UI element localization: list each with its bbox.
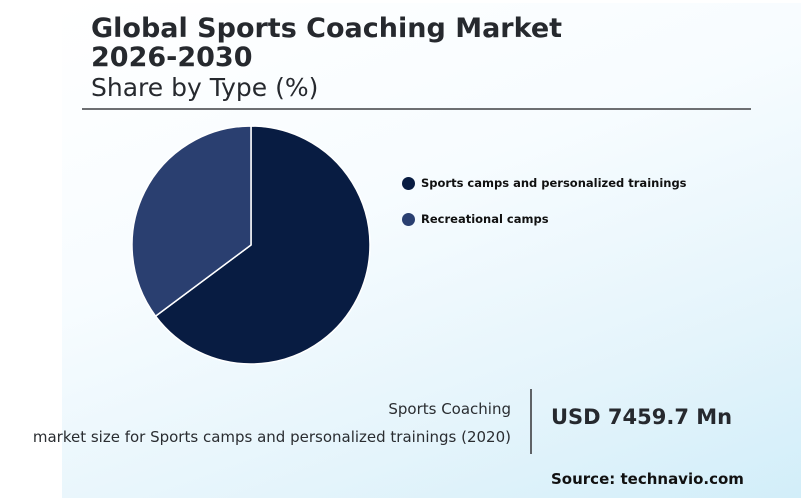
legend-swatch-recreational-camps (402, 212, 415, 226)
market-size-description: market size for Sports camps and persona… (32, 428, 511, 446)
legend-swatch-sports-camps (402, 176, 415, 190)
segment-category: Sports Coaching (388, 400, 511, 418)
pie-slice-recreational-camps (131, 125, 252, 317)
chart-title: Global Sports Coaching Market 2026-2030 (91, 13, 563, 73)
chart-subtitle: Share by Type (%) (91, 73, 319, 102)
footer-divider (530, 389, 532, 454)
market-size-value: USD 7459.7 Mn (551, 405, 733, 429)
legend: Sports camps and personalized trainings … (402, 175, 687, 247)
pie-slice-sports-camps-and-personalized-trainings (154, 125, 371, 365)
legend-label: Recreational camps (421, 212, 549, 226)
legend-item-sports-camps: Sports camps and personalized trainings (402, 175, 687, 191)
legend-item-recreational-camps: Recreational camps (402, 211, 687, 227)
title-divider (82, 108, 751, 110)
source-credit: Source: technavio.com (551, 470, 744, 488)
legend-label: Sports camps and personalized trainings (421, 176, 687, 190)
